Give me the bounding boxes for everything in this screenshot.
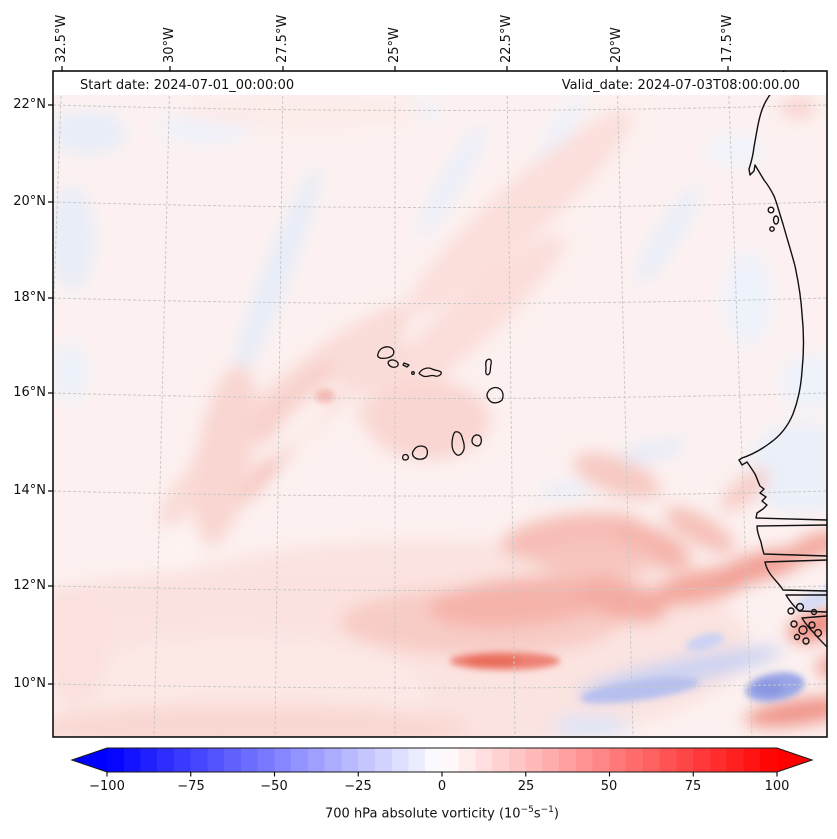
colorbar-tick-25: 25 bbox=[517, 779, 535, 794]
lat-tick-label-20n: 20°N bbox=[13, 194, 46, 209]
west-africa-coastline bbox=[738, 71, 827, 648]
plot-frame bbox=[52, 70, 828, 738]
start-date-title: Start date: 2024-07-01_00:00:00 bbox=[80, 78, 295, 93]
lon-tick-label-25w: 25°W bbox=[387, 27, 402, 63]
lat-tick-label-12n: 12°N bbox=[13, 578, 46, 593]
vorticity-shading-field bbox=[53, 71, 827, 737]
colorbar-right-arrow bbox=[777, 748, 812, 772]
colorbar-tick-minus75: −75 bbox=[177, 779, 205, 794]
colorbar-tick-50: 50 bbox=[600, 779, 618, 794]
colorbar-label-suffix: ) bbox=[553, 806, 559, 822]
colorbar-tick-minus25: −25 bbox=[344, 779, 372, 794]
lat-tick-label-10n: 10°N bbox=[13, 676, 46, 691]
colorbar bbox=[70, 747, 814, 777]
lat-tick-label-22n: 22°N bbox=[13, 97, 46, 112]
colorbar-label-prefix: 700 hPa absolute vorticity (10 bbox=[325, 806, 521, 822]
colorbar-gradient bbox=[107, 748, 777, 772]
colorbar-tick-minus50: −50 bbox=[260, 779, 288, 794]
colorbar-label-mid: s bbox=[533, 806, 541, 822]
colorbar-axis-label: 700 hPa absolute vorticity (10−5s−1) bbox=[202, 802, 682, 822]
axis-tick-marks bbox=[48, 66, 729, 685]
cape-verde-islands bbox=[376, 346, 504, 461]
lon-tick-label-32-5w: 32.5°W bbox=[54, 14, 69, 63]
lat-tick-label-14n: 14°N bbox=[13, 483, 46, 498]
lon-tick-label-27-5w: 27.5°W bbox=[275, 14, 290, 63]
lon-tick-label-17-5w: 17.5°W bbox=[720, 14, 735, 63]
bijagos-islands bbox=[787, 602, 823, 645]
colorbar-tick-75: 75 bbox=[684, 779, 702, 794]
colorbar-label-exponent-1: −5 bbox=[520, 805, 534, 815]
lon-tick-label-20w: 20°W bbox=[609, 27, 624, 63]
graticule-gridlines bbox=[53, 71, 827, 737]
banc-darguin-islands bbox=[767, 206, 780, 232]
lon-tick-label-30w: 30°W bbox=[162, 27, 177, 63]
colorbar-label-exponent-2: −1 bbox=[540, 805, 554, 815]
lat-tick-label-16n: 16°N bbox=[13, 385, 46, 400]
colorbar-tick-0: 0 bbox=[437, 779, 447, 794]
valid-date-title: Valid_date: 2024-07-03T08:00:00.00 bbox=[561, 78, 800, 93]
colorbar-tick-minus100: −100 bbox=[89, 779, 125, 794]
lon-tick-label-22-5w: 22.5°W bbox=[499, 14, 514, 63]
colorbar-tick-marks bbox=[106, 772, 778, 777]
colorbar-tick-100: 100 bbox=[764, 779, 790, 794]
colorbar-outline bbox=[70, 747, 814, 773]
lat-tick-label-18n: 18°N bbox=[13, 290, 46, 305]
colorbar-left-arrow bbox=[72, 748, 107, 772]
title-band bbox=[54, 72, 826, 95]
